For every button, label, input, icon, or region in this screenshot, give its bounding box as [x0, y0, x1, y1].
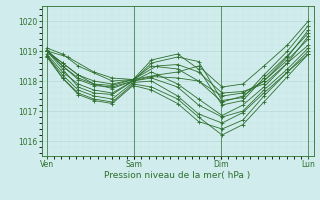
X-axis label: Pression niveau de la mer( hPa ): Pression niveau de la mer( hPa )	[104, 171, 251, 180]
